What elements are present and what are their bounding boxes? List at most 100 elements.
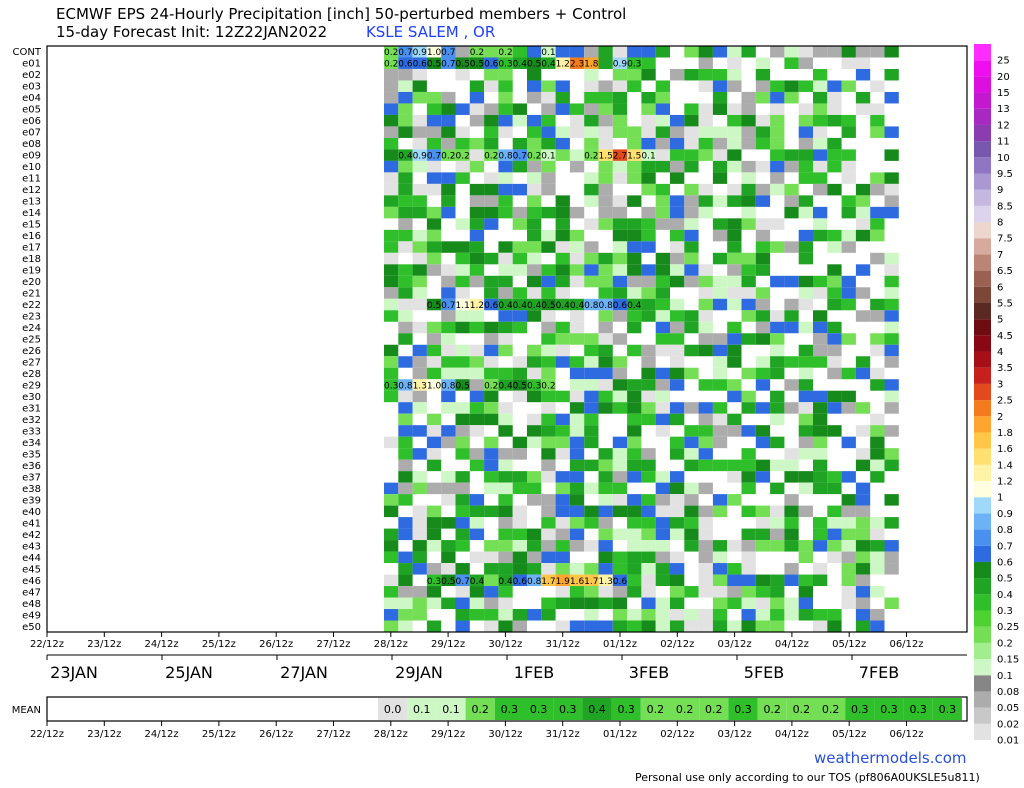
heatmap-cell [484, 344, 499, 357]
heatmap-cell [698, 321, 713, 334]
colorbar-label: 25 [997, 56, 1010, 67]
heatmap-cell [584, 57, 599, 69]
heatmap-cell [498, 574, 513, 587]
heatmap-cell [412, 551, 427, 564]
member-label: e15 [22, 220, 41, 231]
heatmap-cell [784, 459, 799, 472]
heatmap-cell [870, 183, 885, 196]
heatmap-cell [441, 390, 456, 403]
heatmap-cell [684, 103, 699, 115]
heatmap-cell [741, 218, 756, 230]
colorbar-swatch [974, 610, 991, 627]
cell-value: 0.2 [541, 381, 555, 391]
heatmap-cell [770, 137, 785, 150]
heatmap-cell [727, 218, 742, 230]
heatmap-cell [813, 563, 828, 575]
mean-value: 0.2 [793, 703, 811, 716]
heatmap-cell [541, 528, 556, 541]
heatmap-cell [784, 356, 799, 368]
heatmap-cell [612, 471, 628, 483]
heatmap-cell [498, 540, 513, 552]
heatmap-cell [469, 494, 485, 506]
heatmap-cell [855, 597, 871, 610]
heatmap-cell [770, 482, 785, 495]
heatmap-cell [569, 149, 585, 161]
heatmap-cell [755, 586, 771, 598]
heatmap-cell [827, 183, 842, 196]
heatmap-cell [755, 379, 771, 391]
heatmap-cell [455, 344, 470, 357]
heatmap-cell [541, 402, 556, 414]
heatmap-cell [712, 344, 728, 357]
cell-value: 0.7 [455, 577, 469, 587]
mean-row: MEAN 0.0 0.1 0.1 0.2 0.3 0.3 0.3 0.4 0.3 0.2 0.2 0.2… [12, 696, 968, 740]
heatmap-cell [770, 310, 785, 322]
heatmap-cell [798, 505, 813, 518]
mean-value: 0.3 [880, 703, 898, 716]
heatmap-cell [555, 551, 570, 564]
heatmap-cell [555, 241, 570, 253]
heatmap-cell [598, 379, 613, 391]
heatmap-cell [584, 333, 599, 345]
heatmap-cell [627, 528, 642, 541]
heatmap-cell [827, 137, 842, 150]
heatmap-cell [641, 310, 656, 322]
heatmap-cell [455, 620, 470, 632]
heatmap-cell [412, 126, 427, 138]
heatmap-cell [584, 252, 599, 265]
heatmap-cell [598, 137, 613, 150]
heatmap-cell [569, 126, 585, 138]
heatmap-cell [455, 252, 470, 265]
heatmap-cell [655, 46, 670, 58]
heatmap-cell [627, 241, 642, 253]
heatmap-cell [741, 367, 756, 380]
heatmap-cell [655, 344, 670, 357]
heatmap-cell [627, 574, 642, 587]
heatmap-cell [612, 149, 628, 161]
heatmap-cell [484, 436, 499, 449]
mean-x-tick-label: 22/12z [30, 729, 64, 740]
heatmap-cell [755, 505, 771, 518]
cell-value: 1.3 [413, 381, 427, 391]
heatmap-cell [784, 206, 799, 219]
heatmap-cell [727, 425, 742, 437]
heatmap-cell [426, 448, 442, 460]
heatmap-cell [384, 356, 399, 368]
heatmap-cell [455, 609, 470, 621]
heatmap-cell [584, 367, 599, 380]
heatmap-cell [627, 229, 642, 242]
heatmap-cell [584, 609, 599, 621]
heatmap-cell [584, 356, 599, 368]
heatmap-cell [541, 425, 556, 437]
heatmap-cell [755, 425, 771, 437]
heatmap-cell [527, 310, 542, 322]
heatmap-cell [798, 103, 813, 115]
heatmap-cell [441, 126, 456, 138]
heatmap-cell [855, 356, 871, 368]
colorbar-swatch [974, 481, 991, 498]
x-tick-label: 28/12z [374, 639, 408, 650]
member-row-e41: e41 [22, 517, 899, 529]
heatmap-cell [612, 46, 628, 58]
heatmap-cell [870, 172, 885, 184]
heatmap-cell [827, 505, 842, 518]
heatmap-cell [712, 494, 728, 506]
heatmap-cell [698, 333, 713, 345]
heatmap-cell [598, 344, 613, 357]
heatmap-cell [770, 241, 785, 253]
mean-cell [378, 698, 408, 720]
heatmap-cell [612, 574, 628, 587]
heatmap-cell [484, 80, 499, 92]
heatmap-cell [655, 298, 670, 311]
heatmap-cell [512, 218, 527, 230]
heatmap-cell [541, 229, 556, 242]
heatmap-cell [741, 195, 756, 207]
heatmap-cell [684, 321, 699, 334]
heatmap-cell [598, 218, 613, 230]
mean-cell [524, 698, 554, 720]
heatmap-cell [441, 275, 456, 288]
heatmap-cell [655, 609, 670, 621]
cell-value: 1.2 [470, 301, 484, 311]
member-row-e27: e27 [22, 356, 899, 368]
heatmap-cell [398, 287, 413, 299]
